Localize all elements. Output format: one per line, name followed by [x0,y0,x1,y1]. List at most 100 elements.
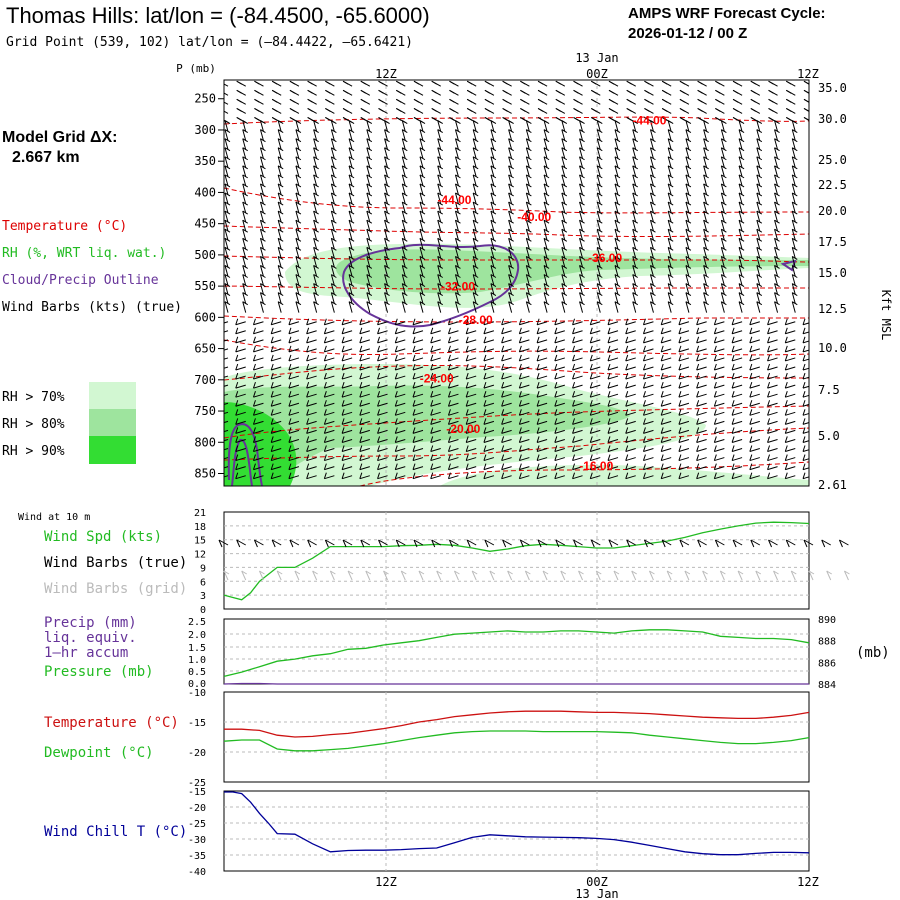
wind-barb [713,454,725,462]
wind-barb [525,246,532,259]
wind-barb [252,381,264,389]
wind-barb [518,472,530,480]
model-grid-label: Model Grid ΔX: [2,129,118,146]
wind-barb [738,156,745,168]
wind-barb [447,381,459,389]
wind-barb [401,183,408,196]
wind-barb [330,301,337,313]
wind-barb [525,138,532,150]
wind-barb [791,301,798,313]
wind-barb [288,409,300,416]
wind-barb [454,147,461,159]
wind-barb [288,400,300,407]
wind-barb [307,107,317,114]
wind-barb [377,327,388,335]
wind-barb [791,246,798,259]
wind-barb [696,400,707,407]
wind-barb [366,265,373,277]
isotherm-36 [224,255,809,263]
wind-barb [685,165,692,177]
wind-barb [313,228,319,241]
wind-barb [348,301,355,313]
wind-barb [649,283,656,295]
wind-barb-10m-grid [826,570,832,581]
wind-barb [306,409,317,416]
wind-barb [224,384,229,387]
wind-barb [749,391,760,398]
wind-barb [447,454,459,462]
wind-barb [430,391,441,398]
wind-barb [667,120,674,132]
wind-barb [490,274,497,286]
wind-barb [554,391,565,398]
wind-barb [596,147,603,159]
wind-barb [767,372,778,380]
wind-barb [330,174,337,187]
wind-barb [678,391,690,398]
wind-barb [384,237,390,250]
wind-barb [767,418,778,425]
wind-barb [561,274,568,286]
wind-barb-10m-true [643,539,654,548]
wind-barb [720,120,727,132]
wind-barb [768,89,778,96]
wind-barb [626,89,636,96]
wind-barb [561,301,568,313]
wind-barb [437,219,443,232]
wind-barb [277,192,284,205]
wind-barb [685,255,692,268]
wind-barb [396,98,406,105]
wind-barb [518,445,530,453]
wind-barb [224,147,231,159]
wind-barb [270,391,282,398]
wind-barb [401,174,408,187]
wind-barb [679,98,690,105]
wind-barb [330,246,337,259]
wind-barb [703,255,709,268]
wind-barb [543,301,550,313]
wind-barb [348,138,355,150]
wind-barb [259,283,266,295]
wind-barb [295,147,302,159]
wind-barb [731,427,743,434]
wind-barb [731,336,743,344]
isotherm-label: -24.00 [420,372,454,386]
wind-barb [802,436,809,443]
wind-barb [394,391,406,398]
wind-barb [295,255,302,268]
wind-barb [632,246,638,259]
wind-barb [525,265,532,277]
wind-barb [330,120,337,132]
wind-barb [625,436,636,443]
wind-barb [579,255,585,268]
pressure-right-tick-886: 886 [818,658,836,669]
wind-barb [377,336,388,344]
wind-barb [720,147,727,159]
wind-barb [632,138,638,150]
wind-barb [713,372,725,380]
wind-barb [377,436,388,443]
wind-barb [270,409,282,416]
wind-barb [313,138,319,150]
wind-barb [572,400,583,407]
wind-barb [401,156,408,168]
wind-barb [749,418,760,425]
wind-barb [313,201,319,214]
wind-barb [270,445,282,453]
wind-barb [437,210,443,223]
wind-barb [614,292,621,304]
wind-barb [703,192,709,205]
wind-barb [731,472,743,480]
wind-barb [685,156,692,168]
wind-barb [235,436,246,443]
wind-barb [288,391,300,398]
wind-barb [749,463,760,471]
wind-speed-tick-21: 21 [194,508,206,519]
wind-barb [608,107,619,114]
wind-barb-10m-grid [843,570,850,581]
wind-barb [419,165,426,177]
wind-barb [277,120,284,132]
wind-barb [430,318,441,326]
wind-barb [449,107,459,114]
wind-barb [313,255,319,268]
